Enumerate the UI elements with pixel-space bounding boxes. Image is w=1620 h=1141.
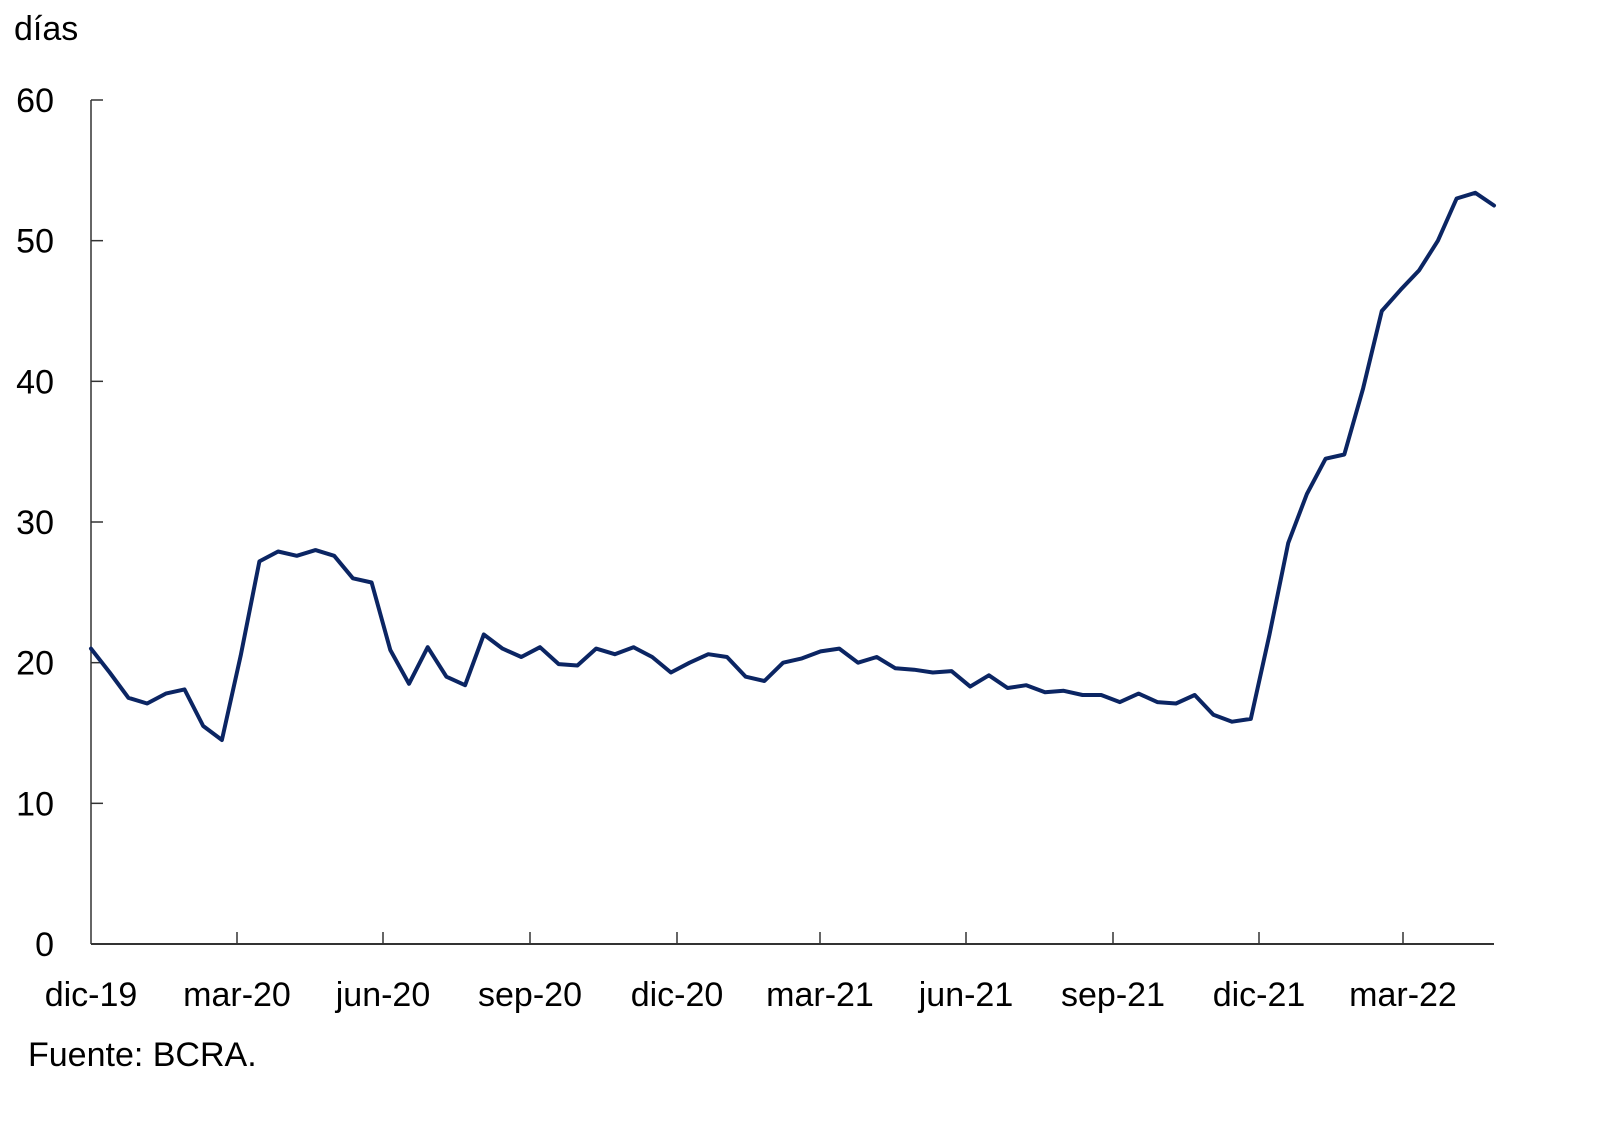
y-axis-unit-label: días xyxy=(14,10,79,48)
x-tick-label: dic-19 xyxy=(45,976,138,1014)
x-tick-label: mar-20 xyxy=(183,976,291,1014)
x-tick-label: mar-22 xyxy=(1349,976,1457,1014)
y-tick-label: 60 xyxy=(16,82,54,120)
x-tick-label: sep-20 xyxy=(478,976,582,1014)
x-axis: dic-19 mar-20 jun-20 sep-20 dic-20 mar-21 jun-… xyxy=(45,932,1494,1014)
x-tick-label: sep-21 xyxy=(1061,976,1165,1014)
y-tick-label: 50 xyxy=(16,223,54,261)
series-line xyxy=(89,190,1496,742)
y-tick-label: 0 xyxy=(35,926,54,964)
y-tick-label: 40 xyxy=(16,363,54,401)
y-tick-label: 30 xyxy=(16,504,54,542)
y-axis: 0 10 20 30 40 50 60 xyxy=(16,82,103,964)
x-tick-label: dic-20 xyxy=(631,976,724,1014)
source-note: Fuente: BCRA. xyxy=(28,1036,257,1074)
x-tick-label: jun-21 xyxy=(918,976,1014,1014)
y-tick-label: 20 xyxy=(16,645,54,683)
x-tick-label: mar-21 xyxy=(766,976,874,1014)
x-tick-label: dic-21 xyxy=(1213,976,1306,1014)
x-tick-label: jun-20 xyxy=(335,976,431,1014)
y-tick-label: 10 xyxy=(16,785,54,823)
